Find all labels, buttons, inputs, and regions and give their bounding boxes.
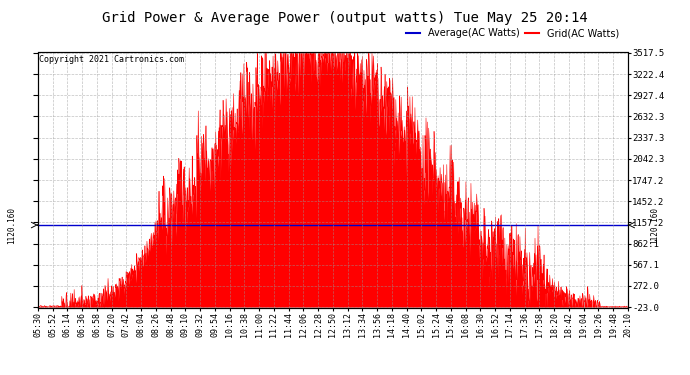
Text: Grid Power & Average Power (output watts) Tue May 25 20:14: Grid Power & Average Power (output watts… xyxy=(102,11,588,25)
Text: Copyright 2021 Cartronics.com: Copyright 2021 Cartronics.com xyxy=(39,55,184,64)
Legend: Average(AC Watts), Grid(AC Watts): Average(AC Watts), Grid(AC Watts) xyxy=(402,24,623,42)
Text: 1120.160: 1120.160 xyxy=(650,207,659,243)
Text: 1120.160: 1120.160 xyxy=(7,207,16,243)
